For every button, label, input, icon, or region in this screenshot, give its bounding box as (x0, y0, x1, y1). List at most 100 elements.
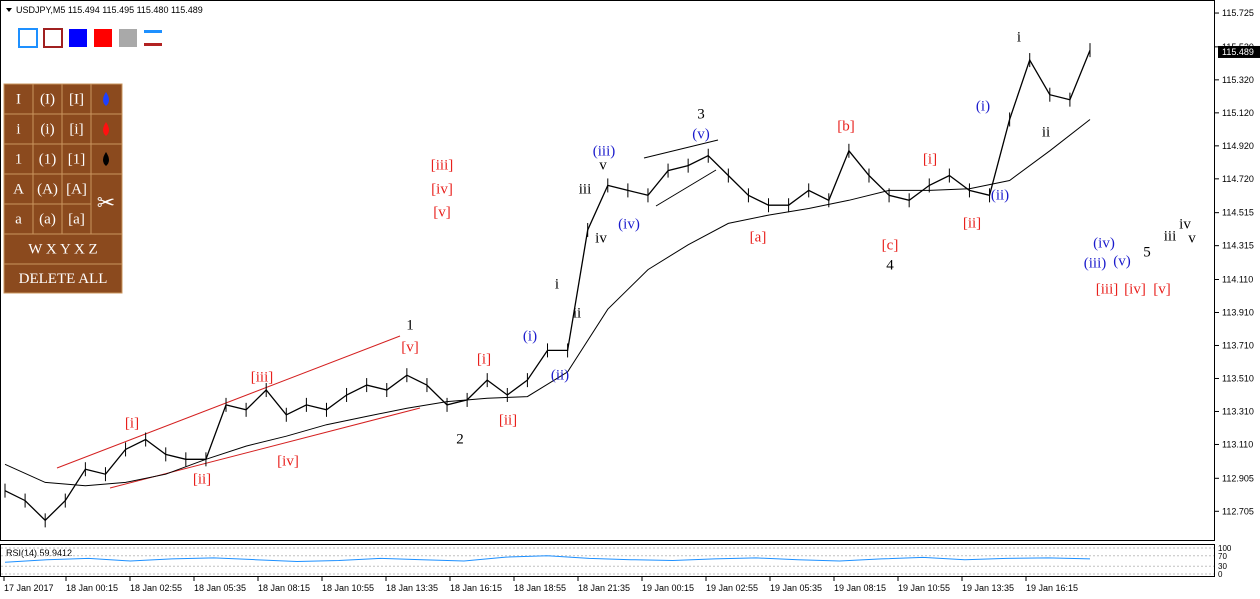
delete-all-button-label: DELETE ALL (19, 271, 108, 287)
y-tick-label: 113.910 (1222, 307, 1254, 317)
wave-button-label: [1] (68, 151, 86, 167)
rsi-tick-label: 100 (1218, 544, 1232, 553)
wave-button[interactable] (3, 173, 34, 205)
wave-label: (i) (976, 98, 990, 114)
wave-label: [i] (923, 151, 937, 167)
color-toolbar (18, 28, 162, 48)
scissors-icon: ✂ (97, 190, 115, 215)
y-tick-label: 115.120 (1222, 108, 1254, 118)
wave-button-label: I (16, 91, 21, 107)
wave-label: iv (1179, 216, 1191, 232)
wave-button-label: a (15, 211, 22, 227)
wave-label: [b] (837, 118, 855, 134)
wxyxz-button-label: W X Y X Z (28, 241, 97, 257)
wave-label: (iii) (593, 143, 616, 159)
color-outline-blue[interactable] (18, 28, 38, 48)
x-tick-label: 19 Jan 08:15 (834, 583, 886, 593)
wave-button[interactable] (32, 83, 63, 115)
wave-label: 5 (1143, 244, 1151, 260)
wave-label: [i] (125, 415, 139, 431)
wave-label: [iii] (1096, 281, 1119, 297)
delete-all-button[interactable] (3, 263, 123, 294)
wave-label: i (1017, 29, 1021, 45)
wave-label: (i) (523, 328, 537, 344)
y-tick-label: 115.725 (1222, 8, 1254, 18)
wave-label: [v] (1153, 281, 1171, 297)
y-tick-label: 112.905 (1222, 473, 1254, 483)
wave-label: [iv] (431, 181, 453, 197)
x-tick-label: 18 Jan 00:15 (66, 583, 118, 593)
rsi-tick-label: 30 (1218, 562, 1227, 571)
wave-label: [v] (401, 339, 419, 355)
wave-label: (iii) (1084, 255, 1107, 271)
wave-label: (iv) (1093, 235, 1115, 251)
wave-button-label: 1 (15, 151, 23, 167)
moving-average (4, 119, 1091, 487)
color-gray[interactable] (119, 29, 137, 47)
rsi-tick-label: 70 (1218, 552, 1227, 561)
y-tick-label: 113.310 (1222, 406, 1254, 416)
color-outline-red[interactable] (43, 28, 63, 48)
trend-line (643, 139, 719, 159)
wave-button[interactable] (32, 143, 63, 175)
y-tick-label: 114.920 (1222, 141, 1254, 151)
scissors-button[interactable] (90, 173, 123, 235)
wave-label: iii (579, 181, 592, 197)
wave-button-label: (a) (39, 211, 56, 227)
wave-label: [i] (477, 351, 491, 367)
line-red[interactable] (144, 43, 162, 46)
drop-icon (103, 92, 109, 106)
color-blue[interactable] (69, 29, 87, 47)
wave-label: [ii] (193, 471, 211, 487)
wave-button-label: [a] (68, 211, 85, 227)
x-tick-label: 18 Jan 02:55 (130, 583, 182, 593)
x-tick-label: 18 Jan 10:55 (322, 583, 374, 593)
x-tick-label: 18 Jan 08:15 (258, 583, 310, 593)
wave-label: (v) (1113, 253, 1131, 269)
drop-icon (103, 152, 109, 166)
y-tick-label: 114.315 (1222, 241, 1254, 251)
wave-button-label: (i) (40, 121, 54, 137)
rsi-line (4, 555, 1091, 563)
wave-label: [ii] (963, 215, 981, 231)
y-tick-label: 113.510 (1222, 373, 1254, 383)
menu-arrow[interactable] (6, 8, 12, 12)
wave-label: 3 (697, 106, 705, 122)
wave-button-label: [i] (69, 121, 83, 137)
symbol-info: USDJPY,M5 115.494 115.495 115.480 115.48… (16, 5, 203, 15)
chart-frame (0, 0, 1215, 541)
wave-button-label: (1) (39, 151, 57, 167)
x-tick-label: 19 Jan 16:15 (1026, 583, 1078, 593)
wave-label: (ii) (551, 367, 569, 383)
wave-label: v (599, 157, 607, 173)
rsi-frame (0, 544, 1215, 577)
wave-label: (ii) (991, 187, 1009, 203)
wave-label: (iv) (618, 216, 640, 232)
x-tick-label: 18 Jan 16:15 (450, 583, 502, 593)
x-tick-label: 19 Jan 00:15 (642, 583, 694, 593)
color-red[interactable] (94, 29, 112, 47)
wave-label: i (555, 276, 559, 292)
x-tick-label: 18 Jan 05:35 (194, 583, 246, 593)
line-blue[interactable] (144, 30, 162, 33)
wave-button[interactable] (61, 83, 92, 115)
wave-label: [iv] (277, 453, 299, 469)
drop-icon (103, 122, 109, 136)
wave-label: [v] (433, 204, 451, 220)
current-price-box (1218, 45, 1260, 58)
wave-button-label: (I) (40, 91, 55, 107)
wave-label: ii (573, 305, 581, 321)
wave-button-label: [I] (69, 91, 84, 107)
wave-label: 2 (456, 431, 464, 447)
wave-label: [ii] (499, 412, 517, 428)
wave-button-label: i (16, 121, 20, 137)
wave-button[interactable] (3, 203, 34, 235)
wave-button[interactable] (32, 173, 63, 205)
wave-label: [a] (750, 229, 767, 245)
wave-label: (v) (692, 126, 710, 142)
trend-line (56, 335, 401, 469)
x-tick-label: 19 Jan 05:35 (770, 583, 822, 593)
y-tick-label: 114.515 (1222, 208, 1254, 218)
y-tick-label: 112.705 (1222, 506, 1254, 516)
